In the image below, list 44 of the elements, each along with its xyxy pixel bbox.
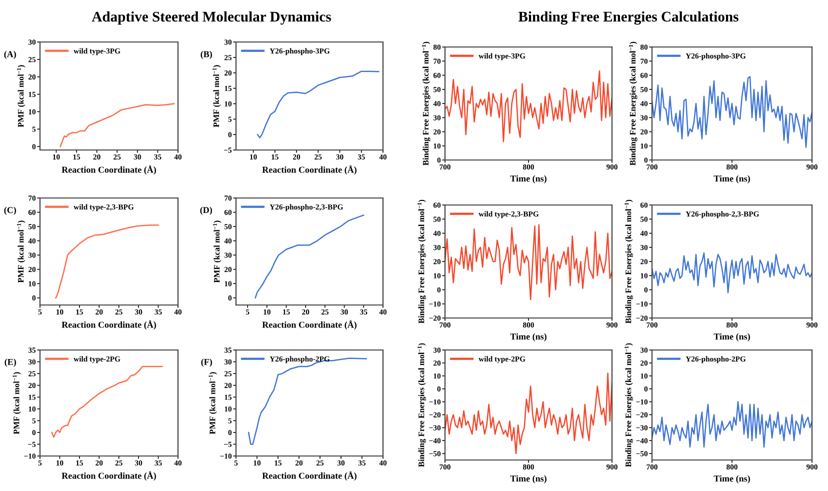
y-axis-title: Binding Free Energies (kcal mol$^{−1}$) bbox=[418, 343, 426, 467]
x-axis-title: Time (ns) bbox=[714, 475, 750, 484]
x-axis-title: Time (ns) bbox=[510, 475, 546, 484]
y-axis-title: PMF (kcal mol$^{−1}$) bbox=[12, 372, 21, 434]
chart-title: Binding Free Energies Calculations bbox=[518, 11, 738, 25]
y-axis-title: PMF (kcal mol$^{−1}$) bbox=[17, 65, 26, 128]
y-axis-title: Binding Free Energies (kcal mol$^{−1}$) bbox=[628, 42, 638, 166]
line-series bbox=[51, 366, 163, 438]
x-axis-title: Reaction Coordinate (Å) bbox=[62, 320, 156, 330]
text: (B) bbox=[200, 50, 212, 60]
text: (F) bbox=[201, 358, 212, 367]
y-axis-title: Binding Free Energies (kcal mol$^{−1}$) bbox=[624, 200, 633, 324]
y-axis-title: PMF (kcal mol$^{−1}$) bbox=[212, 65, 221, 128]
x-axis-title: Time (ns) bbox=[714, 333, 750, 342]
line-series bbox=[248, 358, 367, 445]
line-series bbox=[652, 76, 812, 148]
text: Adaptive Steered Molecular Dynamics bbox=[92, 11, 331, 25]
line-series bbox=[256, 70, 380, 138]
text: (D) bbox=[200, 206, 212, 215]
line-series bbox=[445, 70, 612, 142]
line-series bbox=[445, 372, 612, 454]
y-axis-title: Binding Free Energies (kcal mol$^{−1}$) bbox=[418, 200, 426, 324]
x-axis-title: Reaction Coordinate (Å) bbox=[62, 165, 156, 175]
y-axis-title: PMF (kcal mol$^{−1}$) bbox=[213, 220, 222, 283]
line-series bbox=[652, 252, 812, 294]
x-axis-title: Time (ns) bbox=[510, 333, 546, 342]
line-series bbox=[445, 224, 612, 300]
x-axis-title: Time (ns) bbox=[714, 175, 750, 184]
x-axis-title: Reaction Coordinate (Å) bbox=[262, 165, 356, 175]
line-series bbox=[652, 401, 812, 448]
y-axis-title: Binding Free Energies (kcal mol$^{−1}$) bbox=[624, 343, 633, 467]
x-axis-title: Reaction Coordinate (Å) bbox=[262, 471, 356, 481]
y-axis-title: PMF (kcal mol$^{−1}$) bbox=[17, 220, 26, 283]
line-series bbox=[60, 103, 175, 148]
text: (E) bbox=[4, 358, 16, 367]
y-axis-title: PMF (kcal mol$^{−1}$) bbox=[208, 372, 217, 434]
x-axis-title: Time (ns) bbox=[510, 175, 546, 184]
line-series bbox=[55, 224, 159, 298]
x-axis-title: Reaction Coordinate (Å) bbox=[62, 471, 156, 481]
x-axis-title: Reaction Coordinate (Å) bbox=[262, 320, 356, 330]
y-axis-title: Binding Free Energies (kcal mol$^{−1}$) bbox=[422, 42, 430, 166]
line-series bbox=[254, 214, 364, 298]
text: (A) bbox=[4, 50, 16, 60]
text: (C) bbox=[4, 206, 16, 215]
